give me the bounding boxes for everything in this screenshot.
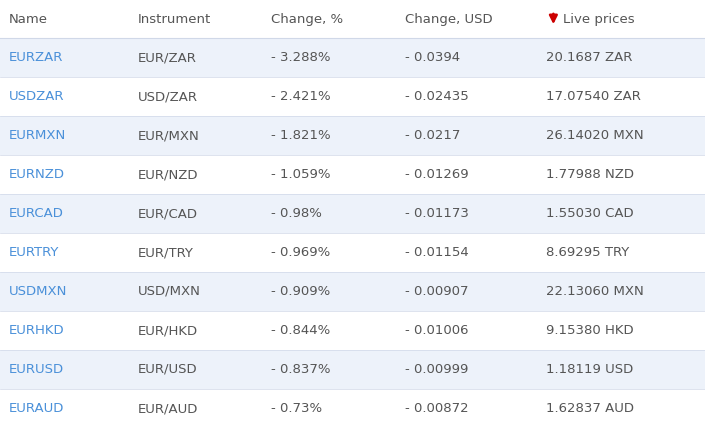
Text: EUR/AUD: EUR/AUD [137, 402, 198, 415]
Text: EURHKD: EURHKD [8, 324, 64, 337]
Text: USD/ZAR: USD/ZAR [137, 90, 197, 103]
Text: USDZAR: USDZAR [8, 90, 64, 103]
Text: EUR/USD: EUR/USD [137, 363, 197, 376]
Text: - 0.00872: - 0.00872 [405, 402, 469, 415]
Text: Instrument: Instrument [137, 12, 211, 26]
Bar [0, 0, 705, 38]
Text: - 0.837%: - 0.837% [271, 363, 331, 376]
Text: - 0.01269: - 0.01269 [405, 168, 469, 181]
Text: - 0.844%: - 0.844% [271, 324, 331, 337]
Text: EUR/MXN: EUR/MXN [137, 129, 200, 142]
Text: EURCAD: EURCAD [8, 207, 63, 220]
Bar [0, 77, 705, 116]
Bar [0, 155, 705, 194]
Text: - 0.969%: - 0.969% [271, 246, 331, 259]
Text: - 0.00907: - 0.00907 [405, 285, 469, 298]
Bar [0, 311, 705, 350]
Text: EURTRY: EURTRY [8, 246, 59, 259]
Bar [0, 38, 705, 77]
Text: 1.55030 CAD: 1.55030 CAD [546, 207, 634, 220]
Text: Change, %: Change, % [271, 12, 343, 26]
Text: - 0.01154: - 0.01154 [405, 246, 469, 259]
Text: 26.14020 MXN: 26.14020 MXN [546, 129, 644, 142]
Text: USD/MXN: USD/MXN [137, 285, 200, 298]
Text: - 1.059%: - 1.059% [271, 168, 331, 181]
Text: - 0.02435: - 0.02435 [405, 90, 469, 103]
Text: 1.18119 USD: 1.18119 USD [546, 363, 634, 376]
Text: - 2.421%: - 2.421% [271, 90, 331, 103]
Text: 22.13060 MXN: 22.13060 MXN [546, 285, 644, 298]
Text: 20.1687 ZAR: 20.1687 ZAR [546, 51, 633, 64]
Text: - 1.821%: - 1.821% [271, 129, 331, 142]
Bar [0, 350, 705, 389]
Text: - 0.98%: - 0.98% [271, 207, 322, 220]
Bar [0, 272, 705, 311]
Text: EUR/TRY: EUR/TRY [137, 246, 193, 259]
Text: - 0.0217: - 0.0217 [405, 129, 461, 142]
Text: EURNZD: EURNZD [8, 168, 64, 181]
Bar [0, 233, 705, 272]
Text: EUR/CAD: EUR/CAD [137, 207, 197, 220]
Text: 8.69295 TRY: 8.69295 TRY [546, 246, 630, 259]
Text: Live prices: Live prices [563, 12, 635, 26]
Text: 1.77988 NZD: 1.77988 NZD [546, 168, 634, 181]
Text: EUR/ZAR: EUR/ZAR [137, 51, 197, 64]
Text: EUR/HKD: EUR/HKD [137, 324, 197, 337]
Bar [0, 194, 705, 233]
Text: - 0.01006: - 0.01006 [405, 324, 469, 337]
Text: - 0.909%: - 0.909% [271, 285, 331, 298]
Bar [0, 389, 705, 428]
Text: EURZAR: EURZAR [8, 51, 63, 64]
Text: Change, USD: Change, USD [405, 12, 493, 26]
Text: EURUSD: EURUSD [8, 363, 63, 376]
Text: 1.62837 AUD: 1.62837 AUD [546, 402, 634, 415]
Text: EUR/NZD: EUR/NZD [137, 168, 198, 181]
Text: 9.15380 HKD: 9.15380 HKD [546, 324, 634, 337]
Text: - 0.0394: - 0.0394 [405, 51, 460, 64]
Bar [0, 116, 705, 155]
Text: - 0.73%: - 0.73% [271, 402, 323, 415]
Text: EURAUD: EURAUD [8, 402, 64, 415]
Text: - 0.01173: - 0.01173 [405, 207, 470, 220]
Text: - 0.00999: - 0.00999 [405, 363, 469, 376]
Text: 17.07540 ZAR: 17.07540 ZAR [546, 90, 642, 103]
Text: EURMXN: EURMXN [8, 129, 66, 142]
Text: USDMXN: USDMXN [8, 285, 67, 298]
Text: - 3.288%: - 3.288% [271, 51, 331, 64]
Text: Name: Name [8, 12, 47, 26]
